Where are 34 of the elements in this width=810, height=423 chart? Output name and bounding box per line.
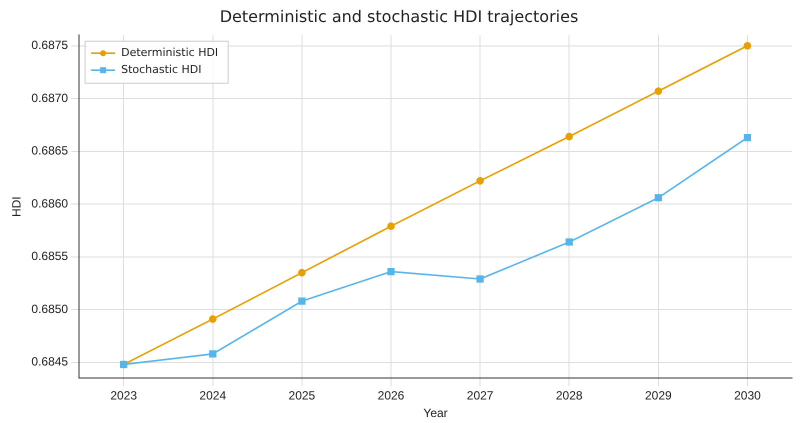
point xyxy=(565,132,574,140)
x-tick-label: 2026 xyxy=(378,388,405,403)
point xyxy=(654,87,662,95)
y-tick-label: 0.6855 xyxy=(31,249,68,264)
x-tick-label: 2024 xyxy=(199,388,226,403)
point xyxy=(387,222,395,230)
x-tick-label: 2028 xyxy=(556,388,583,403)
point xyxy=(387,268,395,276)
y-tick-label: 0.6865 xyxy=(31,144,68,158)
x-tick-label: 2029 xyxy=(644,388,672,403)
x-tick-label: 2025 xyxy=(288,388,316,403)
y-tick-label: 0.6845 xyxy=(31,354,68,369)
point xyxy=(744,134,752,142)
point xyxy=(566,238,573,246)
y-tick-label: 0.6850 xyxy=(31,302,68,316)
point xyxy=(744,42,752,50)
point xyxy=(209,350,216,358)
legend-label: Deterministic HDI xyxy=(121,46,218,60)
chart-title: Deterministic and stochastic HDI trajectories xyxy=(220,6,578,26)
point xyxy=(208,315,217,323)
y-tick-label: 0.6870 xyxy=(31,90,68,105)
x-tick-label: 2030 xyxy=(734,388,762,403)
point xyxy=(654,194,662,202)
y-tick-label: 0.6860 xyxy=(31,196,68,210)
y-tick-label: 0.6875 xyxy=(31,38,68,52)
point xyxy=(298,268,306,276)
legend-label: Stochastic HDI xyxy=(121,63,202,76)
x-axis-title: Year xyxy=(423,406,448,420)
x-tick-label: 2023 xyxy=(110,388,138,403)
x-tick-label: 2027 xyxy=(466,388,494,403)
y-axis-title: HDI xyxy=(10,196,24,218)
point xyxy=(476,177,484,185)
point xyxy=(298,298,306,305)
point xyxy=(476,275,484,283)
